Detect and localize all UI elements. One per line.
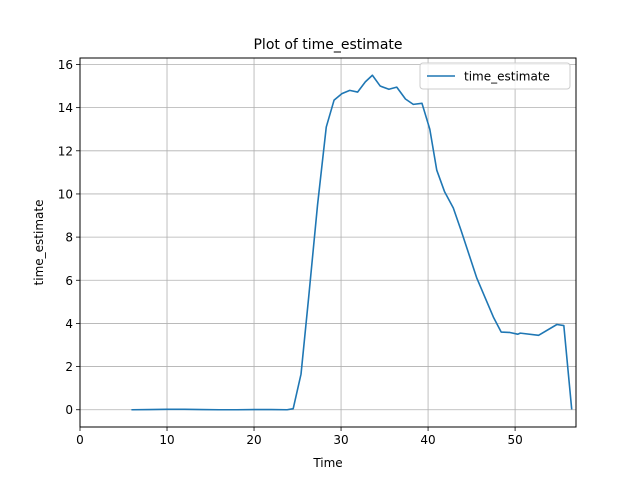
x-tick-label: 10	[159, 433, 174, 447]
y-tick-label: 16	[58, 58, 73, 72]
y-tick-label: 10	[58, 187, 73, 201]
series-layer	[131, 74, 573, 411]
legend-box	[419, 62, 571, 90]
legend-label-time-estimate: time_estimate	[464, 70, 550, 84]
y-tick-label: 8	[65, 231, 73, 245]
x-tick-label: 20	[246, 433, 261, 447]
x-tick-label: 0	[76, 433, 84, 447]
x-tick-label: 40	[420, 433, 435, 447]
y-tick-label: 0	[65, 403, 73, 417]
legend: time_estimate	[419, 62, 571, 90]
x-axis-label: Time	[312, 456, 342, 470]
y-axis-label: time_estimate	[32, 200, 46, 286]
y-tick-label: 6	[65, 274, 73, 288]
y-axis-ticks: 0 2 4 6 8 10 12 14 16	[58, 58, 80, 417]
grid-lines	[79, 58, 576, 427]
x-tick-label: 50	[507, 433, 522, 447]
y-tick-label: 4	[65, 317, 73, 331]
chart-title: Plot of time_estimate	[253, 37, 402, 53]
plot-frame	[79, 57, 577, 428]
x-tick-label: 30	[333, 433, 348, 447]
y-tick-label: 14	[58, 101, 73, 115]
y-tick-label: 12	[58, 144, 73, 158]
series-line-time-estimate	[131, 74, 573, 411]
x-axis-ticks: 0 10 20 30 40 50	[76, 427, 523, 447]
y-tick-label: 2	[65, 360, 73, 374]
